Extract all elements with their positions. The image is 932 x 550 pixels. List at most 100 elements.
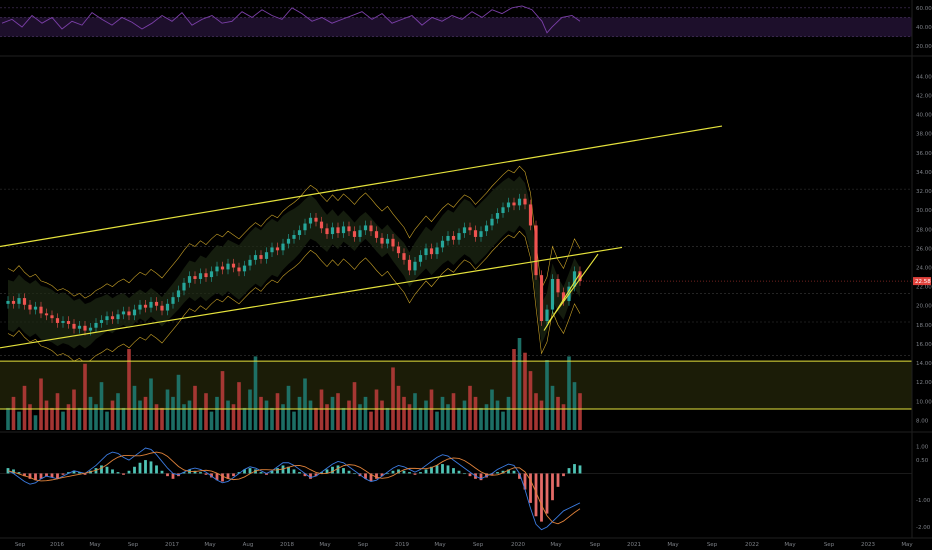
candle-body	[143, 304, 148, 308]
candle-body	[314, 217, 318, 222]
price-panel	[0, 165, 912, 364]
volume-bar	[105, 411, 109, 430]
candle-body	[237, 267, 241, 272]
candle-body	[363, 225, 368, 231]
volume-bar	[226, 400, 230, 430]
candle-body	[61, 321, 65, 323]
price-axis-tick: 10.00	[916, 399, 932, 405]
candle-body	[11, 300, 16, 304]
volume-bar	[264, 400, 269, 430]
candle-body	[512, 202, 516, 206]
macd-histogram-bar	[127, 470, 131, 474]
candle-body	[6, 300, 10, 304]
volume-bar	[116, 393, 120, 430]
macd-histogram-bar	[276, 468, 279, 474]
volume-bar	[292, 411, 296, 430]
volume-bar	[275, 393, 280, 430]
macd-histogram-bar	[199, 472, 202, 474]
volume-bar	[253, 356, 258, 430]
volume-bar	[435, 411, 439, 430]
candle-body	[418, 255, 423, 262]
volume-bar	[446, 404, 450, 430]
macd-histogram-bar	[529, 473, 532, 503]
candle-body	[358, 230, 362, 237]
macd-histogram-bar	[61, 473, 65, 475]
candle-body	[248, 259, 252, 266]
x-axis-tick: 2019	[395, 542, 409, 548]
macd-histogram-bar	[287, 466, 290, 474]
candle-body	[440, 240, 445, 248]
volume-bar	[363, 396, 368, 430]
macd-histogram-bar	[430, 466, 433, 474]
candle-body	[506, 202, 511, 208]
candle-body	[413, 261, 417, 271]
macd-histogram-bar	[116, 472, 120, 474]
price-axis-tick: 38.00	[916, 132, 932, 138]
price-axis-tick: 32.00	[916, 189, 932, 195]
candle-body	[303, 223, 307, 231]
candle-body	[209, 271, 214, 278]
candle-body	[374, 231, 379, 238]
macd-histogram-bar	[193, 470, 197, 474]
rsi-axis-tick: 20.00	[916, 44, 932, 50]
macd-histogram-bar	[518, 473, 521, 479]
rsi-line	[1, 5, 581, 34]
volume-bar	[418, 407, 423, 430]
x-axis-tick: 2017	[165, 542, 179, 548]
macd-histogram-bar	[479, 473, 483, 481]
macd-histogram-bar	[419, 472, 422, 474]
volume-bar	[528, 371, 533, 430]
macd-histogram-bar	[386, 473, 389, 475]
macd-histogram-bar	[556, 473, 560, 487]
volume-bar	[358, 404, 362, 430]
candle-body	[116, 314, 120, 320]
lower-envelope-line	[7, 230, 581, 364]
macd-histogram-bar	[320, 472, 323, 474]
volume-bar	[259, 396, 263, 430]
volume-bar	[11, 396, 16, 430]
candle-body	[226, 263, 230, 270]
macd-histogram-bar	[303, 473, 307, 477]
candle-body	[286, 238, 291, 244]
volume-bar	[248, 389, 252, 430]
macd-histogram-bar	[133, 466, 136, 474]
candle-body	[193, 276, 197, 279]
macd-histogram-bar	[452, 468, 455, 474]
x-axis-tick: May	[204, 542, 216, 548]
candle-body	[572, 271, 577, 287]
macd-histogram-bar	[309, 473, 312, 479]
candle-body	[550, 278, 555, 310]
candle-body	[154, 301, 159, 306]
macd-histogram-bar	[413, 473, 417, 475]
x-axis-tick: 2018	[280, 542, 294, 548]
macd-histogram-bar	[353, 473, 356, 475]
volume-bar	[501, 411, 505, 430]
volume-bar	[352, 382, 357, 430]
volume-bar	[374, 389, 379, 430]
macd-histogram-bar	[39, 473, 43, 479]
volume-bar	[231, 404, 236, 430]
macd-histogram-bar	[17, 472, 21, 474]
macd-histogram-bar	[534, 473, 538, 517]
x-axis-tick: May	[784, 542, 796, 548]
last-price-label: 22.58	[915, 279, 931, 285]
x-axis-tick: May	[901, 542, 913, 548]
macd-histogram-bar	[551, 473, 554, 501]
macd-histogram-bar	[72, 470, 76, 474]
macd-histogram-bar	[221, 473, 224, 482]
macd-histogram-bar	[94, 468, 98, 474]
candle-body	[198, 273, 203, 279]
volume-bar	[429, 389, 434, 430]
volume-bar	[325, 404, 329, 430]
volume-bar	[396, 385, 401, 430]
volume-bar	[506, 396, 511, 430]
candle-body	[424, 248, 428, 256]
volume-bar	[297, 396, 302, 430]
volume-panel	[0, 338, 912, 430]
macd-histogram-bar	[215, 473, 219, 481]
volume-bar	[44, 400, 49, 430]
volume-bar	[336, 393, 340, 430]
volume-bar	[204, 393, 208, 430]
macd-histogram-bar	[501, 470, 505, 474]
